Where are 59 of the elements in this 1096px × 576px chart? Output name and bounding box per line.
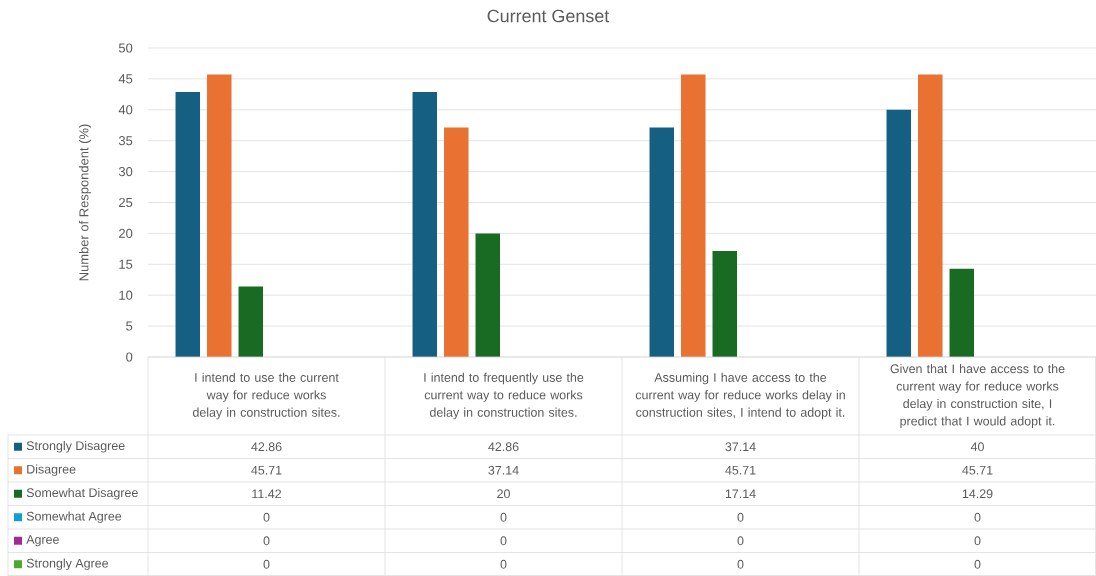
y-tick-label: 15 xyxy=(119,259,133,269)
x-tick-label: Assuming I have access to the current way for reduce works delay in construction sites, I intend to adopt it. xyxy=(635,372,845,420)
data-label: 11.42 xyxy=(252,489,281,499)
y-tick-label: 35 xyxy=(118,136,133,146)
data-label: 0 xyxy=(263,512,270,522)
bar xyxy=(444,127,469,357)
bar xyxy=(918,74,943,357)
y-tick-label: 45 xyxy=(118,74,133,84)
x-tick-label: I intend to frequently use the current way to reduce works delay in construction sites. xyxy=(424,372,584,420)
y-tick-label: 20 xyxy=(119,228,133,238)
data-label: 14.29 xyxy=(962,489,993,499)
data-label: 0 xyxy=(974,512,981,522)
x-tick-label: Given that I have access to the current way for reduce works delay in construction site, I predict that I would adopt it. xyxy=(890,364,1065,428)
data-label: 0 xyxy=(737,559,744,569)
legend-label: Agree xyxy=(26,535,59,547)
bar xyxy=(886,109,912,357)
data-label: 17.14 xyxy=(725,489,756,499)
data-label: 45.71 xyxy=(962,465,993,475)
y-tick-label: 40 xyxy=(118,105,133,115)
bar xyxy=(649,127,675,357)
legend-label: Disagree xyxy=(27,464,76,477)
data-label: 42.86 xyxy=(488,442,519,452)
data-label: 0 xyxy=(974,536,981,546)
legend-label: Strongly Agree xyxy=(26,558,109,571)
data-label: 0 xyxy=(737,536,744,546)
data-label: 37.14 xyxy=(488,465,519,475)
data-label: 0 xyxy=(974,559,981,569)
data-label: 45.71 xyxy=(251,465,282,475)
legend-label: Somewhat Agree xyxy=(26,511,122,524)
data-label: 0 xyxy=(737,512,744,522)
data-label: 42.86 xyxy=(251,442,282,452)
bar xyxy=(681,74,706,357)
y-tick-label: 25 xyxy=(119,197,133,208)
bar xyxy=(175,92,201,357)
chart-title: Current Genset xyxy=(487,9,610,23)
legend-label: Somewhat Disagree xyxy=(26,487,138,500)
y-axis-title: Number of Respondent (%) xyxy=(78,124,92,281)
y-tick-label: 50 xyxy=(118,43,133,53)
y-tick-label: 0 xyxy=(126,352,133,362)
bar xyxy=(238,286,264,357)
data-label: 37.14 xyxy=(725,442,756,452)
data-label: 0 xyxy=(500,536,507,546)
y-tick-label: 30 xyxy=(118,167,133,177)
bar xyxy=(949,268,975,357)
bar xyxy=(475,233,501,357)
data-label: 40 xyxy=(970,442,984,452)
x-tick-label: I intend to use the current way for reduce works delay in construction sites. xyxy=(192,372,340,420)
data-label: 0 xyxy=(263,536,270,546)
y-tick-label: 5 xyxy=(126,321,133,331)
legend-label: Strongly Disagree xyxy=(26,440,125,453)
bar xyxy=(207,74,232,357)
data-label: 20 xyxy=(497,489,510,499)
bar xyxy=(712,251,738,357)
bar xyxy=(412,92,438,357)
data-label: 0 xyxy=(500,512,507,522)
data-label: 45.71 xyxy=(725,465,756,475)
y-tick-label: 10 xyxy=(119,290,133,300)
data-label: 0 xyxy=(263,559,270,569)
data-label: 0 xyxy=(500,559,507,569)
